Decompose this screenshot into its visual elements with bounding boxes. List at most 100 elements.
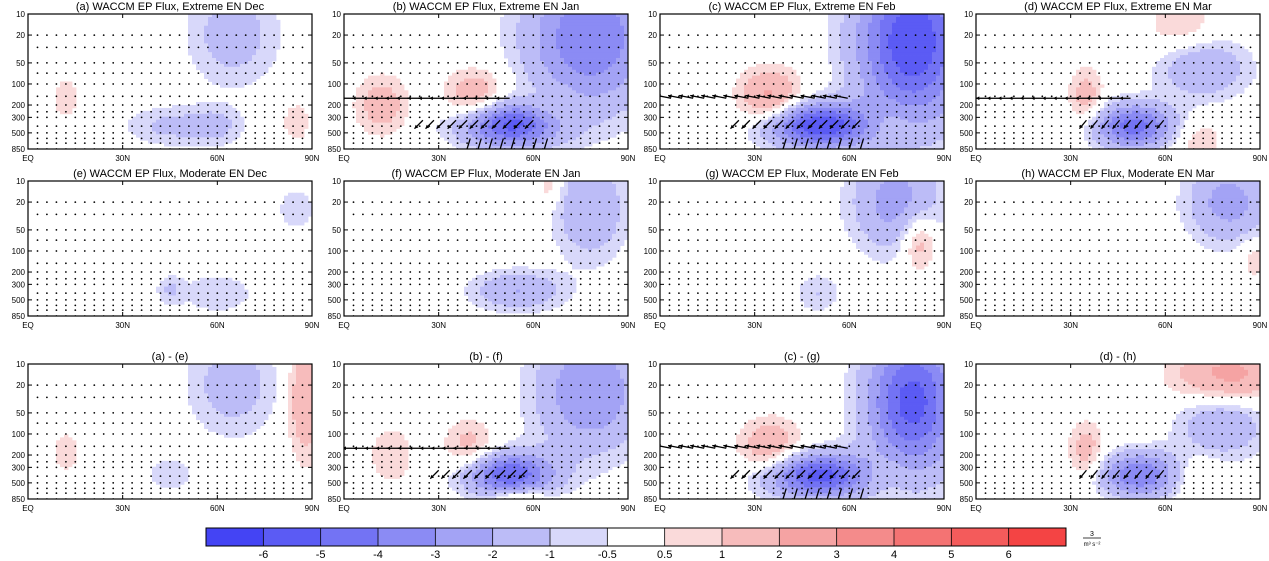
vector-field [660, 34, 936, 149]
shading [1176, 181, 1260, 276]
panel-frame [975, 180, 1261, 317]
y-tick-label: 100 [328, 430, 342, 439]
x-tick-label: 30N [431, 154, 446, 163]
y-tick-label: 20 [648, 31, 657, 40]
colorbar-swatch [206, 528, 264, 546]
y-tick-label: 20 [332, 198, 341, 207]
y-tick-label: 200 [960, 101, 974, 110]
x-tick-label: 30N [115, 504, 130, 513]
x-tick-label: 90N [1253, 154, 1268, 163]
y-tick-label: 100 [644, 80, 658, 89]
x-tick-label: EQ [22, 154, 34, 163]
x-tick-label: 60N [526, 154, 541, 163]
x-tick-label: 90N [937, 504, 952, 513]
colorbar-label: 0.5 [657, 549, 672, 561]
panel-title: (b) - (f) [469, 351, 503, 363]
colorbar-label: 5 [948, 549, 954, 561]
y-tick-label: 50 [332, 226, 341, 235]
y-tick-label: 100 [12, 430, 26, 439]
y-tick-label: 10 [16, 360, 25, 369]
y-tick-label: 20 [332, 381, 341, 390]
panel-3: (d) WACCM EP Flux, Extreme EN Mar 10 20 50 1… [960, 1, 1268, 163]
x-tick-label: 90N [621, 154, 636, 163]
y-tick-label: 10 [648, 177, 657, 186]
colorbar-swatch [836, 528, 895, 546]
y-tick-label: 20 [16, 198, 25, 207]
x-tick-label: EQ [22, 321, 34, 330]
y-tick-label: 200 [328, 451, 342, 460]
y-tick-label: 50 [16, 59, 25, 68]
x-tick-label: 60N [210, 504, 225, 513]
y-tick-label: 850 [644, 145, 658, 154]
y-tick-label: 300 [328, 280, 342, 289]
panel-title: (f) WACCM EP Flux, Moderate EN Jan [392, 168, 581, 180]
y-tick-label: 10 [16, 177, 25, 186]
vector-field [36, 201, 304, 316]
colorbar-label: 2 [776, 549, 782, 561]
y-tick-label: 500 [960, 296, 974, 305]
y-tick-label: 100 [328, 247, 342, 256]
y-tick-label: 10 [332, 10, 341, 19]
panel-frame [343, 180, 629, 317]
panel-0: (a) WACCM EP Flux, Extreme EN Dec 10 20 50 1… [12, 1, 320, 163]
y-tick-label: 850 [12, 145, 26, 154]
y-tick-label: 300 [12, 280, 26, 289]
y-tick-label: 500 [644, 296, 658, 305]
y-tick-label: 850 [12, 495, 26, 504]
y-tick-label: 50 [964, 59, 973, 68]
y-tick-label: 50 [648, 59, 657, 68]
y-tick-label: 500 [644, 129, 658, 138]
y-tick-label: 850 [328, 312, 342, 321]
panel-1: (b) WACCM EP Flux, Extreme EN Jan 10 20 50 1… [328, 1, 636, 163]
y-tick-label: 850 [644, 312, 658, 321]
colorbar-swatch [1008, 528, 1067, 546]
y-tick-label: 500 [328, 296, 342, 305]
colorbar-swatch [263, 528, 321, 546]
colorbar-label: -1 [545, 549, 555, 561]
colorbar-swatch [722, 528, 780, 546]
y-tick-label: 10 [16, 10, 25, 19]
y-tick-label: 300 [644, 463, 658, 472]
colorbar-unit-denominator: m³ s⁻² [1084, 542, 1101, 548]
y-tick-label: 100 [960, 430, 974, 439]
y-tick-label: 200 [960, 268, 974, 277]
y-tick-label: 500 [328, 129, 342, 138]
y-tick-label: 300 [960, 463, 974, 472]
y-tick-label: 300 [328, 463, 342, 472]
shading [800, 181, 944, 311]
colorbar-label: -2 [488, 549, 498, 561]
x-tick-label: 90N [305, 321, 320, 330]
vector-field [976, 34, 1252, 149]
x-tick-label: 30N [747, 154, 762, 163]
panels-group: (a) WACCM EP Flux, Extreme EN Dec 10 20 50 1… [12, 1, 1268, 513]
colorbar-swatch [550, 528, 608, 546]
colorbar-swatch [378, 528, 436, 546]
y-tick-label: 100 [12, 80, 26, 89]
shading [352, 14, 628, 149]
y-tick-label: 300 [960, 113, 974, 122]
panel-title: (b) WACCM EP Flux, Extreme EN Jan [393, 1, 579, 13]
x-tick-label: EQ [654, 321, 666, 330]
y-tick-label: 300 [960, 280, 974, 289]
panel-title: (g) WACCM EP Flux, Moderate EN Feb [705, 168, 898, 180]
y-tick-label: 20 [648, 198, 657, 207]
vector-field [352, 201, 620, 316]
panel-title: (e) WACCM EP Flux, Moderate EN Dec [73, 168, 267, 180]
x-tick-label: 60N [526, 504, 541, 513]
y-tick-label: 50 [16, 409, 25, 418]
panel-frame [343, 363, 629, 500]
x-tick-label: 30N [115, 154, 130, 163]
x-tick-label: 30N [115, 321, 130, 330]
y-tick-label: 500 [12, 479, 26, 488]
panel-6: (g) WACCM EP Flux, Moderate EN Feb 10 20 50… [644, 168, 952, 330]
panel-title: (h) WACCM EP Flux, Moderate EN Mar [1021, 168, 1214, 180]
colorbar-swatch [492, 528, 551, 546]
x-tick-label: 60N [210, 154, 225, 163]
y-tick-label: 10 [332, 177, 341, 186]
x-tick-label: 30N [1063, 504, 1078, 513]
colorbar-swatch [435, 528, 493, 546]
y-tick-label: 300 [12, 463, 26, 472]
y-tick-label: 100 [328, 80, 342, 89]
